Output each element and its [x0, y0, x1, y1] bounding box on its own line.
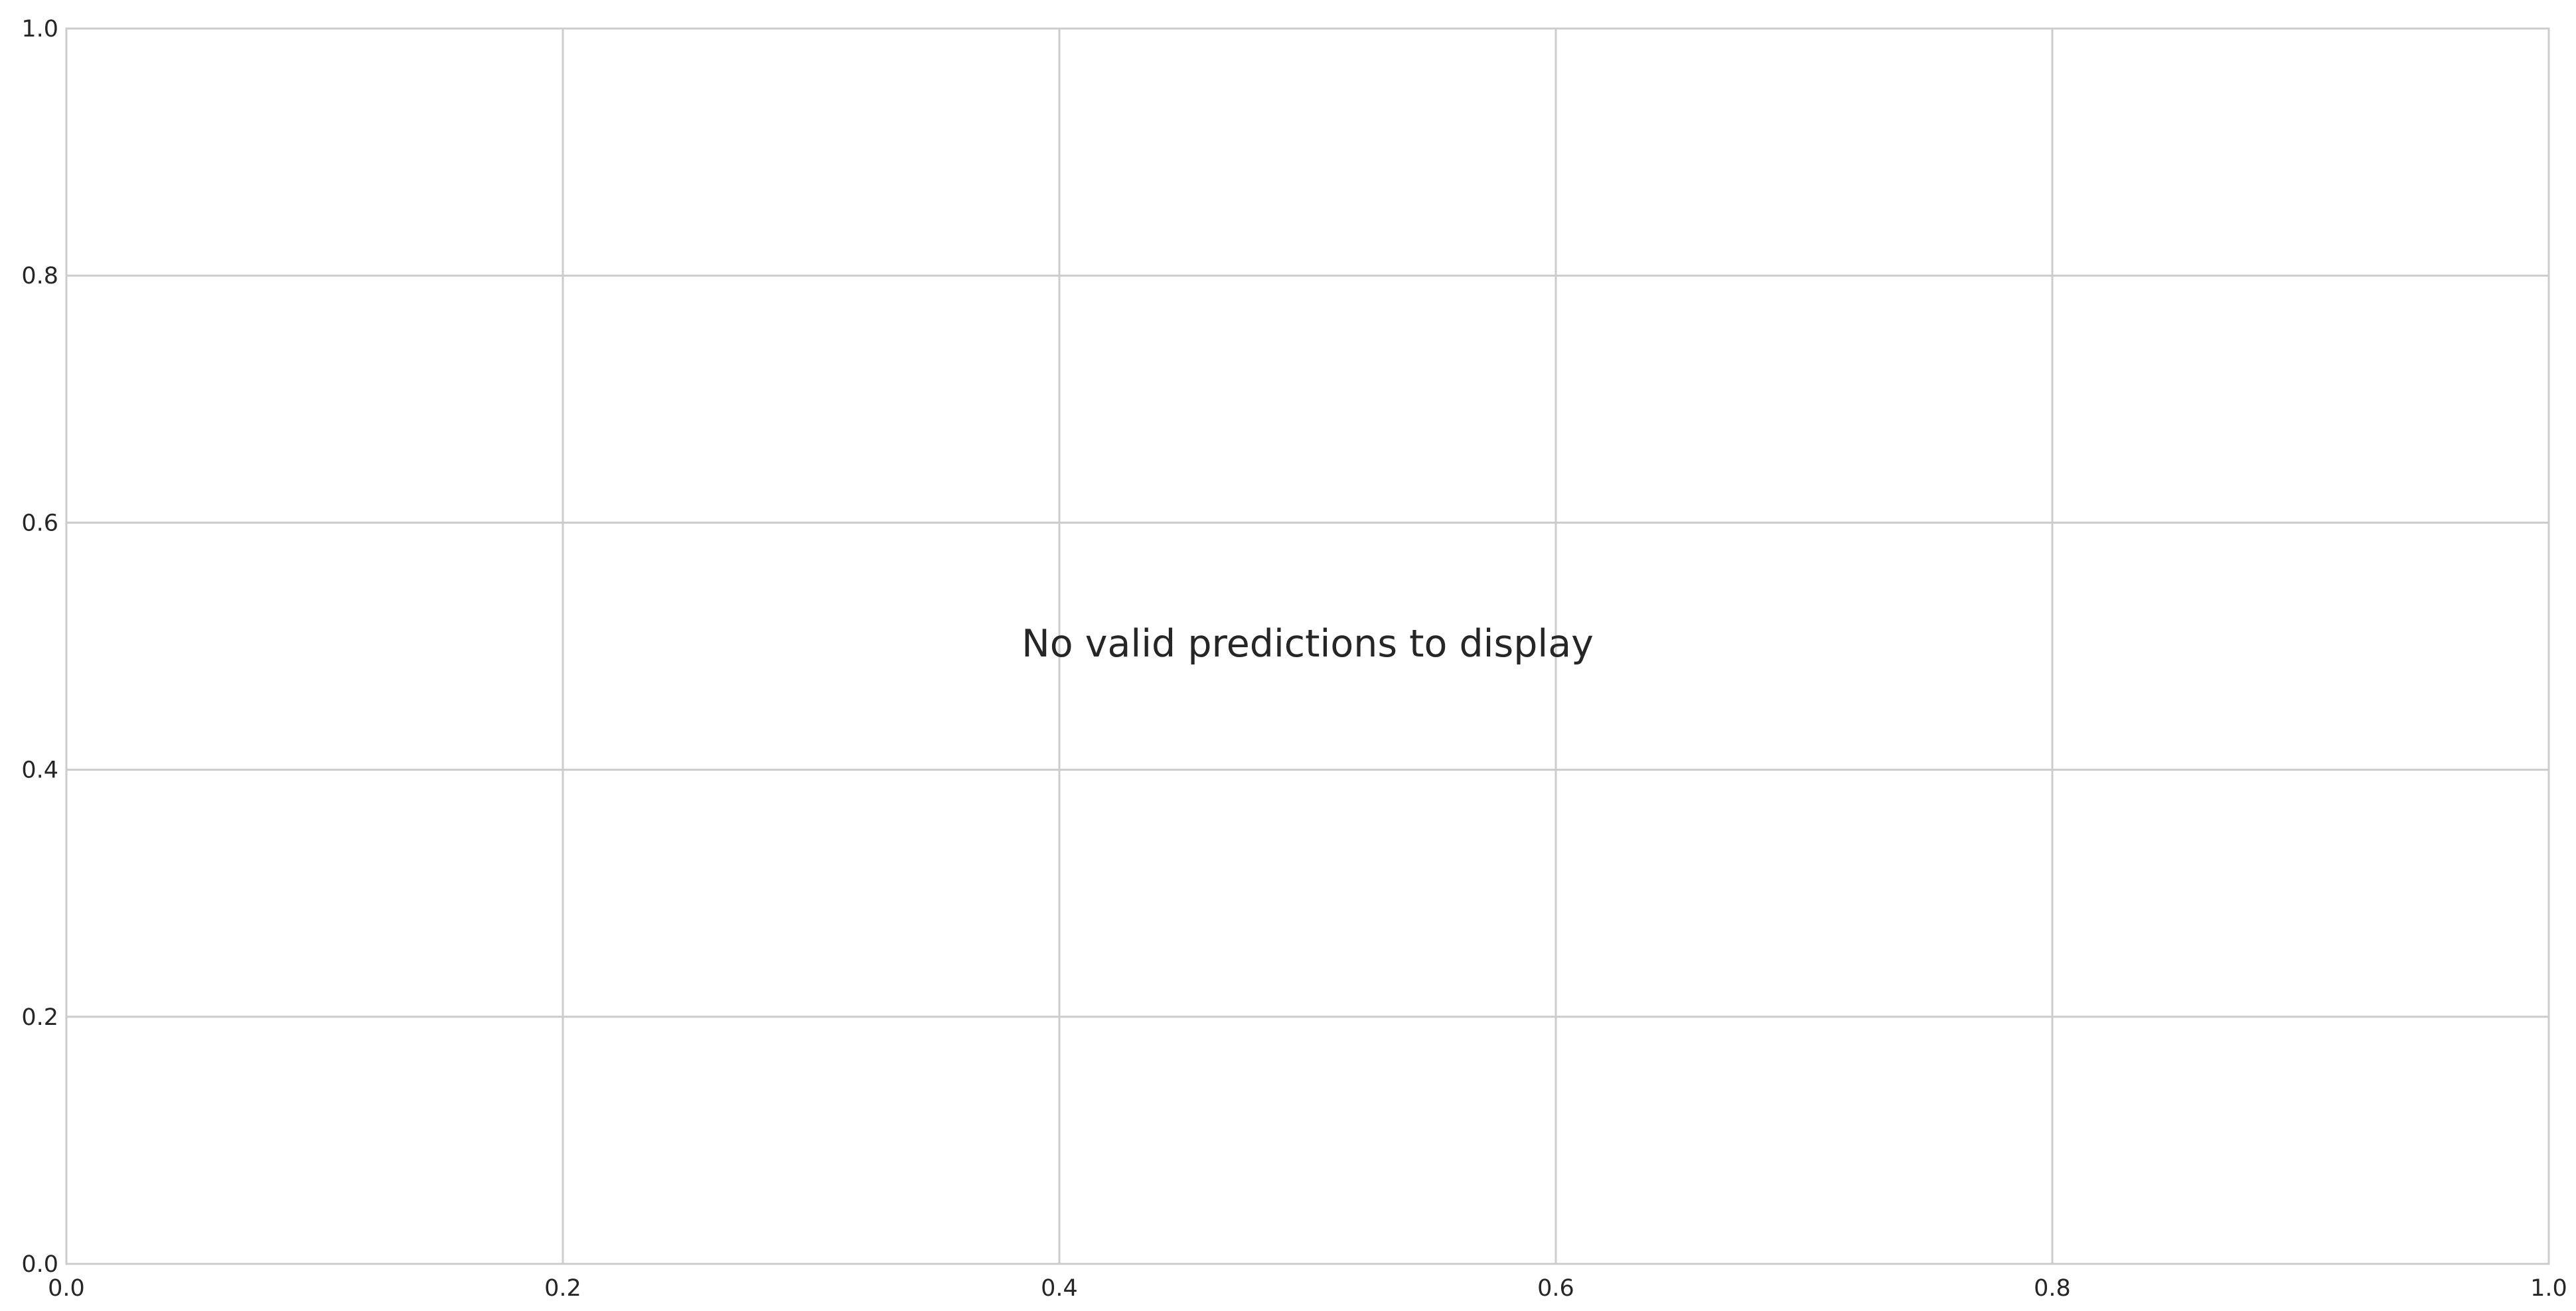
x-tick-label: 0.6	[1537, 1275, 1574, 1302]
x-tick-label: 1.0	[2530, 1275, 2567, 1302]
y-tick-label: 0.0	[21, 1251, 58, 1278]
no-predictions-message: No valid predictions to display	[1022, 622, 1594, 666]
y-tick-labels: 0.0 0.2 0.4 0.6 0.8 1.0	[21, 16, 58, 1278]
y-tick-label: 0.8	[21, 263, 58, 289]
y-tick-label: 0.2	[21, 1004, 58, 1031]
x-tick-label: 0.2	[544, 1275, 581, 1302]
x-tick-labels: 0.0 0.2 0.4 0.6 0.8 1.0	[48, 1275, 2567, 1302]
x-tick-label: 0.0	[48, 1275, 85, 1302]
y-tick-label: 0.4	[21, 757, 58, 784]
y-tick-label: 0.6	[21, 510, 58, 536]
x-tick-label: 0.4	[1041, 1275, 1078, 1302]
plot-area-frame	[65, 27, 2550, 1265]
y-tick-label: 1.0	[21, 16, 58, 42]
x-tick-label: 0.8	[2034, 1275, 2071, 1302]
